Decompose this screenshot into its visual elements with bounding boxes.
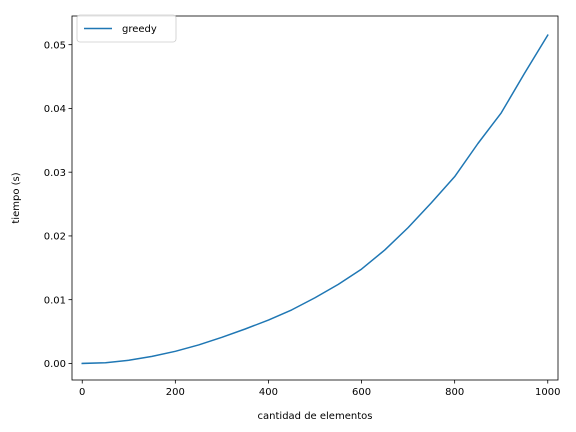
y-tick-label: 0.05 — [44, 40, 66, 51]
plot-frame — [71, 15, 559, 381]
y-tick-label: 0.03 — [44, 168, 66, 179]
plot-area — [81, 34, 549, 365]
x-tick-label: 600 — [352, 387, 371, 398]
y-tick-label: 0.01 — [44, 295, 66, 306]
x-axis-label: cantidad de elementos — [258, 411, 373, 422]
x-tick-label: 1000 — [535, 387, 560, 398]
series-line-greedy — [81, 34, 549, 365]
axis-ticks: 0 200 400 600 800 1000 0.00 0.01 0.02 0.03 0.04 0.0… — [44, 40, 561, 398]
y-tick-label: 0.04 — [44, 104, 66, 115]
x-tick-label: 400 — [259, 387, 278, 398]
legend-label-greedy: greedy — [122, 24, 157, 35]
legend-box — [76, 14, 177, 43]
x-tick-label: 800 — [445, 387, 464, 398]
legend: greedy — [76, 14, 177, 43]
x-tick-label: 0 — [79, 387, 85, 398]
x-tick-label: 200 — [166, 387, 185, 398]
y-tick-label: 0.02 — [44, 232, 66, 243]
y-tick-label: 0.00 — [44, 359, 66, 370]
y-axis-label: tiempo (s) — [11, 172, 22, 223]
